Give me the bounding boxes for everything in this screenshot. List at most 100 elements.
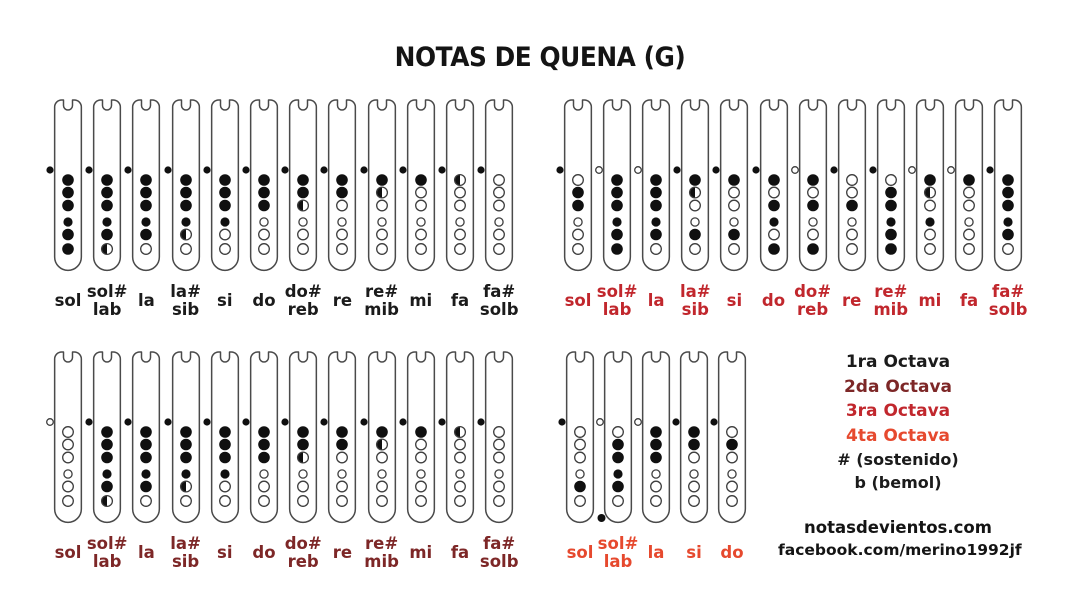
note-label-octava-1-mi: mi <box>395 276 447 326</box>
note-label-line: re <box>332 542 353 562</box>
note-label-line: sol# <box>596 281 638 301</box>
note-label-octava-4-la: la <box>630 528 682 578</box>
note-label-octava-4-si: si <box>668 528 720 578</box>
note-label-line: sib <box>171 552 200 571</box>
note-label-octava-2-si: si <box>199 528 251 578</box>
note-label-line: fa <box>450 542 470 562</box>
note-label-line: fa <box>450 290 470 310</box>
note-label-octava-4-do: do <box>706 528 758 578</box>
note-label-line: la <box>647 542 665 562</box>
legend-bemol: b (bemol) <box>854 473 942 492</box>
note-label-line: la# <box>170 281 201 301</box>
note-label-line: mib <box>364 300 399 319</box>
note-label-line: mi <box>918 290 942 310</box>
note-label-line: sol <box>54 290 82 310</box>
note-label-octava-4-sol: sol <box>554 528 606 578</box>
note-label-line: la# <box>170 533 201 553</box>
note-label-octava-3-fa-sharp: fa# solb <box>982 276 1034 326</box>
flute-octava-2-mi <box>399 351 435 524</box>
note-label-line: do# <box>284 533 322 553</box>
flute-octava-1-la <box>124 99 161 272</box>
note-label-octava-1-la-sharp: la# sib <box>160 276 212 326</box>
note-label-line: lab <box>92 300 122 319</box>
note-label-line: sol <box>54 542 82 562</box>
flute-octava-3-re <box>830 99 866 272</box>
flute-octava-2-la-sharp <box>163 351 200 524</box>
flute-octava-2-sol <box>46 351 83 524</box>
note-label-line: si <box>217 542 233 562</box>
legend-octave-4: 4ta Octava <box>845 425 951 446</box>
note-label-octava-1-do-sharp: do# reb <box>277 276 329 326</box>
flute-octava-1-sol <box>46 99 83 272</box>
note-label-line: mi <box>409 542 433 562</box>
note-label-octava-2-do: do <box>238 528 290 578</box>
note-label-line: la <box>137 290 155 310</box>
note-label-octava-3-re: re <box>826 276 878 326</box>
flute-octava-4-do <box>710 351 747 524</box>
note-label-line: do <box>761 290 786 310</box>
note-label-line: sib <box>681 300 709 319</box>
note-label-line: solb <box>479 552 519 571</box>
flute-octava-3-sol-sharp <box>595 99 632 272</box>
note-label-line: reb <box>797 300 829 319</box>
note-label-line: do <box>252 542 276 562</box>
note-label-octava-2-re: re <box>316 528 368 578</box>
flute-octava-2-la <box>124 351 161 524</box>
flute-octava-1-sol-sharp <box>85 99 122 272</box>
flute-octava-4-si <box>672 351 709 524</box>
flute-octava-3-re-sharp <box>869 99 905 272</box>
flute-octava-2-do <box>242 351 279 524</box>
flute-octava-2-si <box>203 351 239 524</box>
flute-octava-2-do-sharp <box>281 351 318 524</box>
note-label-line: sol <box>564 290 592 310</box>
note-label-octava-2-re-sharp: re# mib <box>356 528 408 578</box>
note-label-line: re# <box>365 533 399 553</box>
legend-sostenido: # (sostenido) <box>837 450 959 469</box>
legend-octave-1: 1ra Octava <box>845 352 951 372</box>
note-label-line: re# <box>874 281 908 301</box>
flute-octava-1-re <box>320 99 357 272</box>
flute-octava-2-fa <box>438 351 475 524</box>
note-label-octava-3-si: si <box>708 276 760 326</box>
flute-octava-3-si <box>712 99 749 272</box>
flute-octava-2-re-sharp <box>359 351 396 524</box>
note-label-line: fa <box>959 290 979 310</box>
note-label-line: solb <box>479 300 519 319</box>
note-label-octava-2-fa-sharp: fa# solb <box>473 528 525 578</box>
note-label-octava-2-la: la <box>120 528 172 578</box>
note-label-octava-2-fa: fa <box>434 528 486 578</box>
flute-octava-4-la <box>634 351 671 524</box>
note-label-line: sol <box>566 542 594 562</box>
note-label-octava-1-si: si <box>199 276 251 326</box>
flute-octava-3-la <box>634 99 671 272</box>
flute-octava-1-do-sharp <box>281 99 318 272</box>
flute-octava-3-do <box>751 99 788 272</box>
note-label-octava-2-sol: sol <box>42 528 94 578</box>
note-label-line: la <box>137 542 155 562</box>
note-label-line: re <box>332 290 353 310</box>
note-label-octava-3-sol: sol <box>552 276 604 326</box>
note-label-octava-1-sol: sol <box>42 276 94 326</box>
flute-octava-2-sol-sharp <box>85 351 122 524</box>
note-label-octava-2-la-sharp: la# sib <box>160 528 212 578</box>
note-label-line: si <box>726 290 743 310</box>
note-label-octava-2-mi: mi <box>395 528 447 578</box>
note-label-octava-3-sol-sharp: sol# lab <box>591 276 643 326</box>
page-title: NOTAS DE QUENA (G) <box>394 42 686 73</box>
footer: notasdevientos.com facebook.com/merino19… <box>778 516 1022 562</box>
note-label-line: fa# <box>992 281 1025 301</box>
note-label-line: re <box>842 290 862 310</box>
website-text: notasdevientos.com <box>804 518 992 537</box>
note-label-octava-1-fa: fa <box>434 276 486 326</box>
note-label-line: reb <box>287 300 319 319</box>
flute-octava-1-fa <box>438 99 475 272</box>
legend-octave-2: 2da Octava <box>843 376 953 397</box>
note-label-octava-1-do: do <box>238 276 290 326</box>
note-label-line: fa# <box>483 533 516 553</box>
flute-octava-3-fa-sharp <box>986 99 1023 272</box>
note-label-line: do <box>252 290 276 310</box>
flute-octava-2-re <box>320 351 357 524</box>
note-label-line: mib <box>364 552 399 571</box>
note-label-line: do <box>720 542 744 562</box>
note-label-octava-3-la-sharp: la# sib <box>669 276 721 326</box>
